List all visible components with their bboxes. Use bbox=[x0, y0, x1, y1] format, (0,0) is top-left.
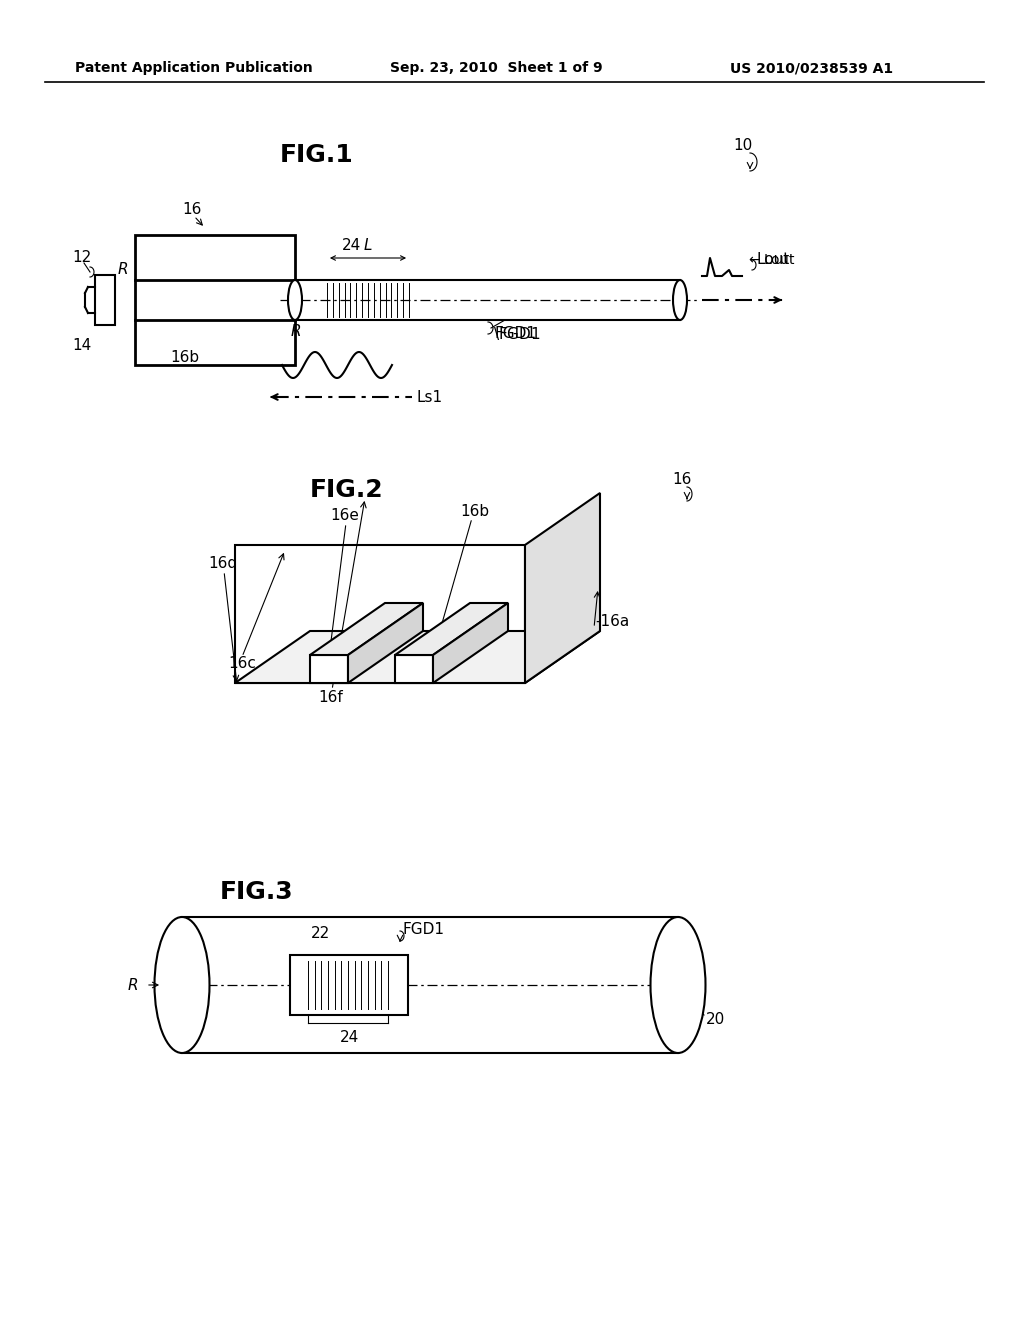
Text: 20: 20 bbox=[706, 1012, 725, 1027]
Text: 24: 24 bbox=[340, 1030, 359, 1044]
Polygon shape bbox=[395, 603, 508, 655]
Polygon shape bbox=[348, 603, 423, 682]
Text: FIG.1: FIG.1 bbox=[280, 143, 353, 168]
Text: 24: 24 bbox=[342, 238, 361, 252]
Text: 16: 16 bbox=[672, 473, 691, 487]
Text: FIG.2: FIG.2 bbox=[310, 478, 384, 502]
Text: 16e: 16e bbox=[330, 508, 358, 524]
Text: 16d: 16d bbox=[208, 557, 238, 572]
Text: 12: 12 bbox=[72, 251, 91, 265]
Ellipse shape bbox=[155, 917, 210, 1053]
Text: US 2010/0238539 A1: US 2010/0238539 A1 bbox=[730, 61, 893, 75]
Text: R: R bbox=[118, 263, 129, 277]
Polygon shape bbox=[310, 603, 423, 655]
Polygon shape bbox=[234, 631, 600, 682]
Text: 10: 10 bbox=[733, 137, 753, 153]
Text: $\backslash$FGD1: $\backslash$FGD1 bbox=[493, 326, 541, 342]
Polygon shape bbox=[525, 492, 600, 682]
Text: Patent Application Publication: Patent Application Publication bbox=[75, 61, 312, 75]
Text: 16c: 16c bbox=[228, 656, 256, 672]
Ellipse shape bbox=[650, 917, 706, 1053]
Polygon shape bbox=[234, 545, 525, 682]
Text: FIG.3: FIG.3 bbox=[220, 880, 294, 904]
Text: 16f: 16f bbox=[318, 689, 343, 705]
Text: 22: 22 bbox=[310, 925, 330, 940]
Polygon shape bbox=[433, 603, 508, 682]
Text: 16: 16 bbox=[182, 202, 202, 218]
Text: R: R bbox=[291, 325, 302, 339]
Text: 16b: 16b bbox=[460, 503, 489, 519]
Text: 14: 14 bbox=[72, 338, 91, 352]
Text: 16b: 16b bbox=[170, 351, 199, 366]
Polygon shape bbox=[310, 655, 348, 682]
Ellipse shape bbox=[288, 280, 302, 319]
Text: $\leftarrow$Lout: $\leftarrow$Lout bbox=[746, 253, 796, 267]
Bar bbox=[290, 954, 408, 1015]
Bar bbox=[135, 235, 295, 366]
Bar bbox=[95, 275, 115, 325]
Text: Sep. 23, 2010  Sheet 1 of 9: Sep. 23, 2010 Sheet 1 of 9 bbox=[390, 61, 603, 75]
Text: Ls1: Ls1 bbox=[417, 389, 443, 404]
Text: FGD1: FGD1 bbox=[403, 923, 445, 937]
Ellipse shape bbox=[673, 280, 687, 319]
Polygon shape bbox=[395, 655, 433, 682]
Text: -16a: -16a bbox=[595, 615, 630, 630]
Text: L: L bbox=[364, 239, 373, 253]
Text: Lout: Lout bbox=[757, 252, 791, 268]
Text: R: R bbox=[128, 978, 138, 993]
Text: FGD1: FGD1 bbox=[495, 326, 537, 342]
